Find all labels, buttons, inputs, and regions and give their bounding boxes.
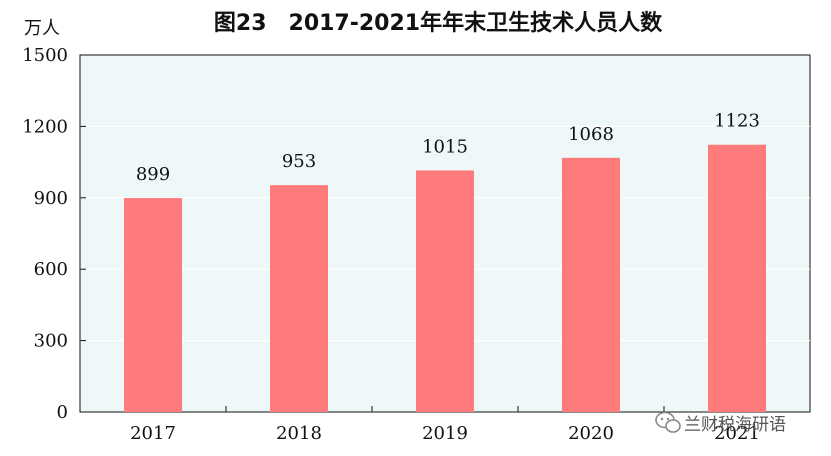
wechat-icon xyxy=(655,411,681,433)
x-tick-label: 2021 xyxy=(714,423,760,444)
data-label: 953 xyxy=(282,151,316,172)
x-tick-label: 2017 xyxy=(130,423,176,444)
x-tick-label: 2020 xyxy=(568,423,614,444)
data-label: 1068 xyxy=(568,124,614,145)
x-axis: 2017 2018 2019 2020 2021 xyxy=(130,406,760,444)
y-tick-label: 1500 xyxy=(22,45,68,66)
data-labels: 899 953 1015 1068 1123 xyxy=(136,111,760,185)
watermark-text: 兰财税海研语 xyxy=(684,415,786,435)
chart-title: 图23 2017-2021年年末卫生技术人员人数 xyxy=(214,10,663,36)
x-tick-label: 2018 xyxy=(276,423,322,444)
watermark: 兰财税海研语 xyxy=(655,411,786,435)
y-tick-label: 300 xyxy=(34,331,68,352)
x-tick-label: 2019 xyxy=(422,423,468,444)
bars xyxy=(124,144,766,412)
y-tick-label: 1200 xyxy=(22,116,68,137)
bar-2020 xyxy=(562,157,620,412)
y-tick-label: 600 xyxy=(34,259,68,280)
bar-2019 xyxy=(416,170,474,412)
bar-2018 xyxy=(270,185,328,412)
data-label: 899 xyxy=(136,164,170,185)
data-label: 1123 xyxy=(714,111,760,132)
y-tick-label: 0 xyxy=(57,402,68,423)
y-axis: 0 300 600 900 1200 1500 xyxy=(22,45,86,423)
bar-2021 xyxy=(708,144,766,412)
data-label: 1015 xyxy=(422,136,468,157)
bar-2017 xyxy=(124,198,182,412)
y-axis-unit-label: 万人 xyxy=(24,18,60,39)
y-tick-label: 900 xyxy=(34,188,68,209)
